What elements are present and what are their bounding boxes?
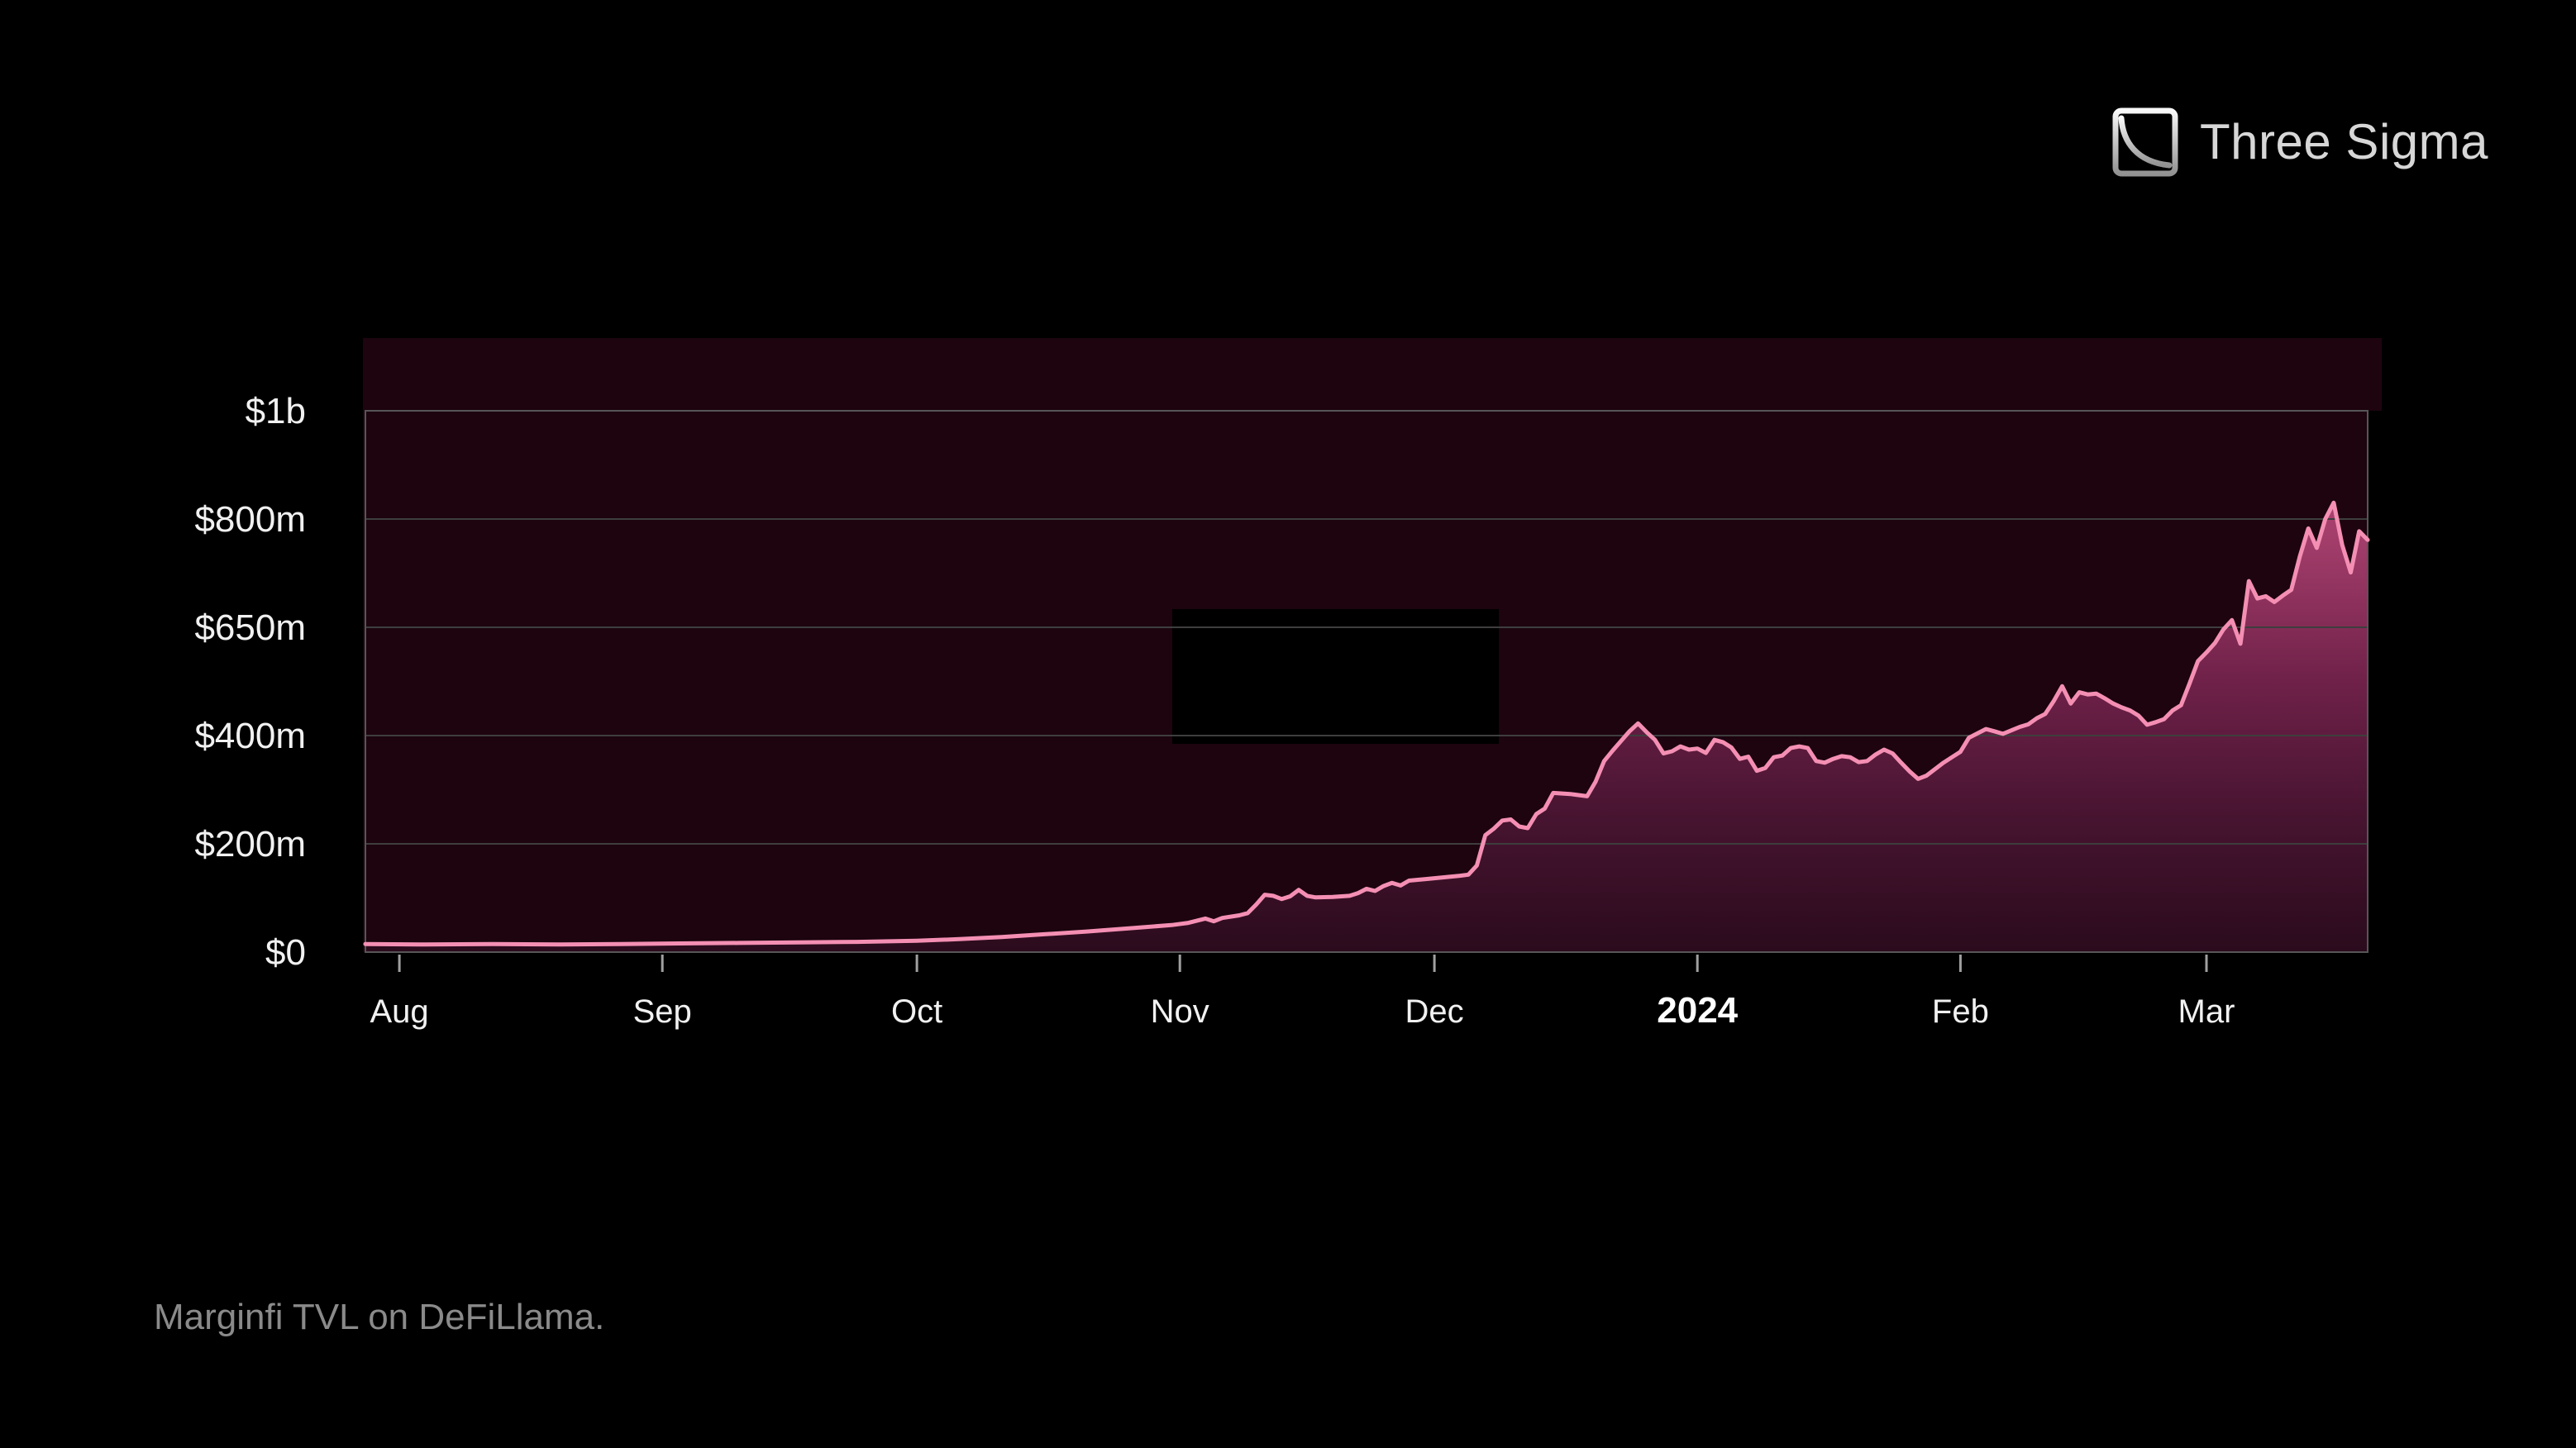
y-axis-label: $650m [194, 607, 306, 648]
chart-caption: Marginfi TVL on DeFiLlama. [154, 1297, 605, 1337]
x-axis-label: Oct [891, 993, 942, 1030]
x-axis-label: Sep [633, 993, 692, 1030]
y-axis-label: $800m [194, 499, 306, 540]
y-axis-label: $400m [194, 716, 306, 756]
x-axis-label: Mar [2178, 993, 2235, 1030]
x-axis-label: Feb [1932, 993, 1989, 1030]
x-axis-label: Aug [370, 993, 429, 1030]
three-sigma-wordmark: Three Sigma [2200, 114, 2488, 169]
y-axis-label: $1b [246, 391, 306, 431]
y-axis-label: $0 [265, 932, 306, 973]
tvl-line [363, 500, 2370, 947]
x-axis-label: Dec [1405, 993, 1464, 1030]
redaction-box [1172, 609, 1499, 744]
three-sigma-icon [2112, 107, 2178, 177]
plot-panel-top [363, 338, 2382, 411]
plot-frame [365, 410, 2368, 953]
three-sigma-logo: Three Sigma [2112, 107, 2488, 177]
y-axis-label: $200m [194, 824, 306, 865]
tvl-area [365, 503, 2368, 952]
x-axis-label: 2024 [1657, 990, 1738, 1031]
x-axis-label: Nov [1151, 993, 1209, 1030]
